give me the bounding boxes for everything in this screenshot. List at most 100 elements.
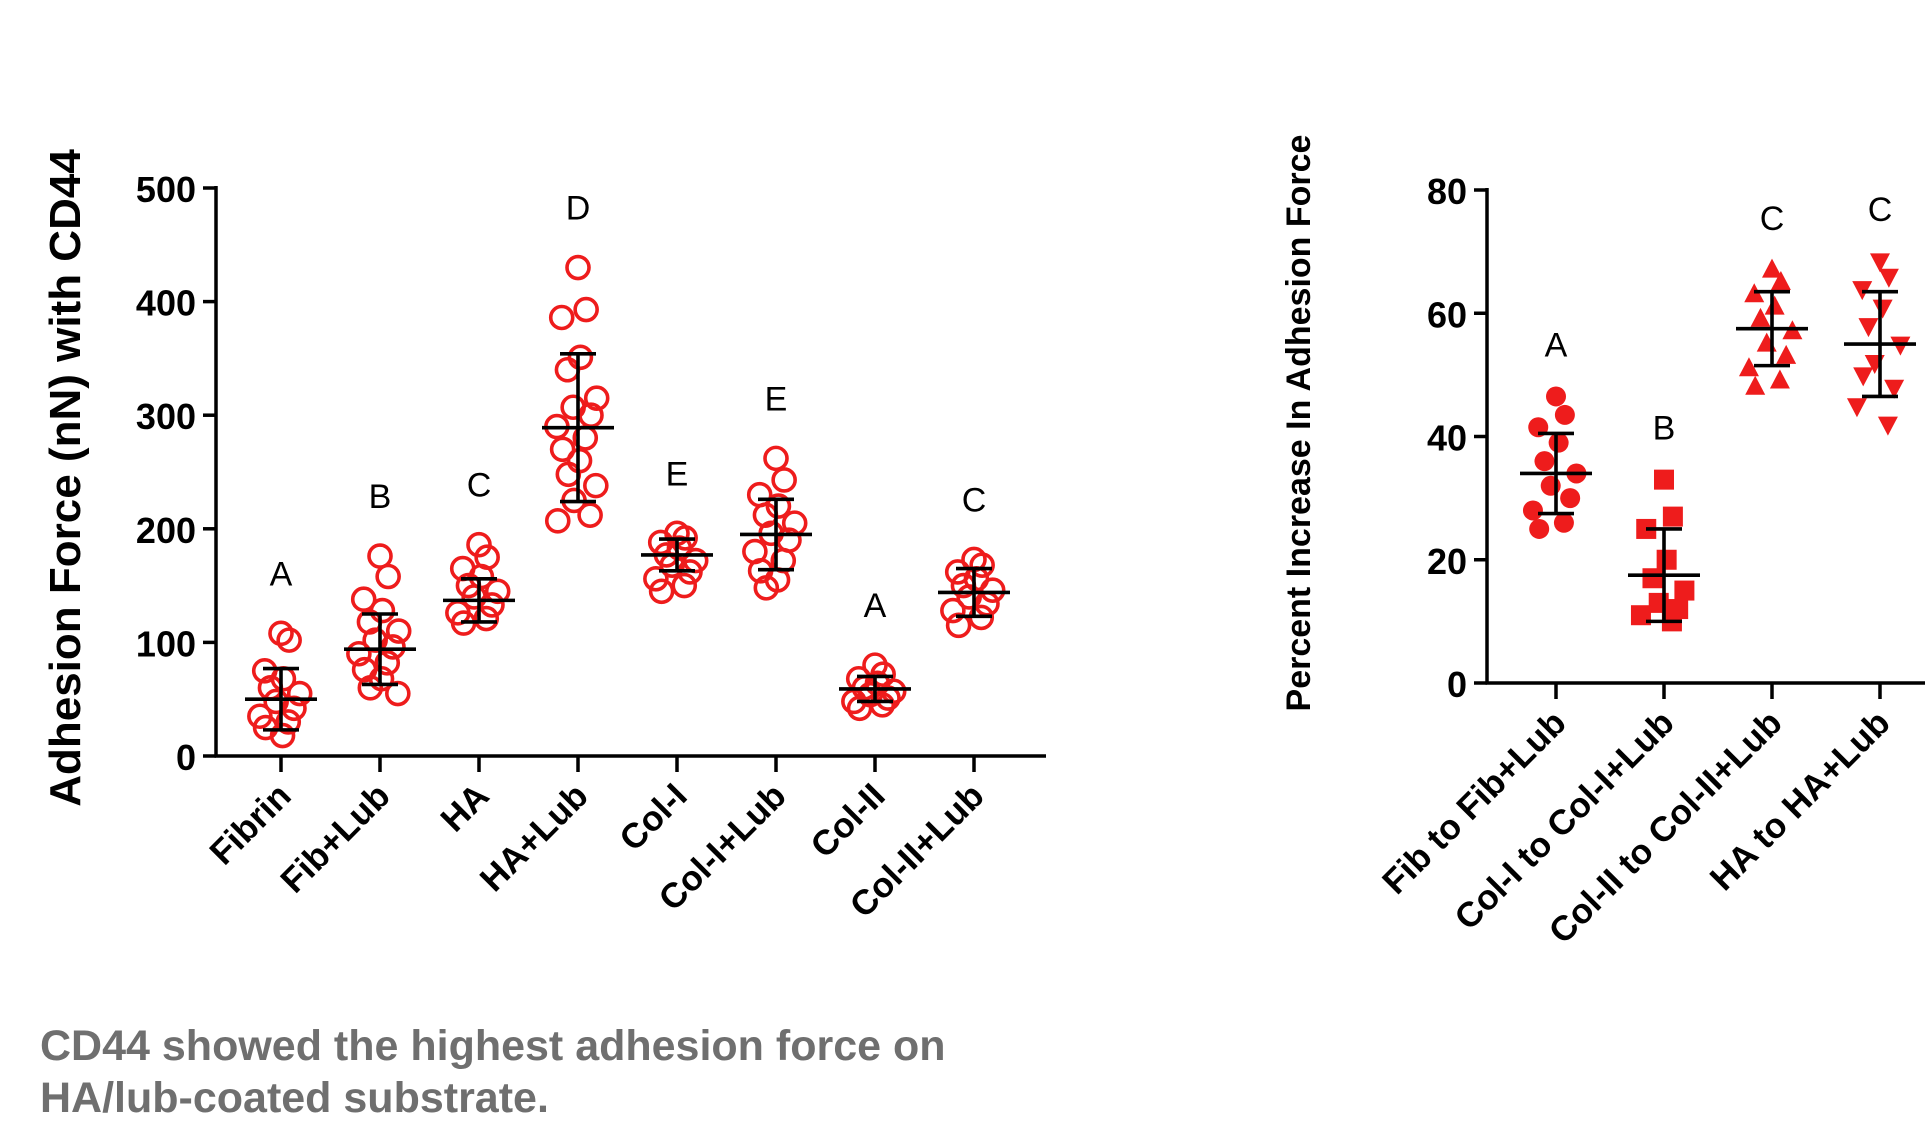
- y-tick-label: 200: [136, 510, 196, 551]
- data-point: [1750, 307, 1771, 327]
- data-point: [276, 627, 302, 653]
- x-category-label: Fibrin: [202, 776, 298, 872]
- data-point: [1522, 500, 1543, 521]
- data-point: [1534, 451, 1555, 472]
- y-tick-label: 300: [136, 396, 196, 437]
- data-point: [281, 695, 307, 722]
- significance-letter: A: [864, 587, 887, 625]
- data-point: [385, 618, 412, 644]
- data-point: [671, 572, 698, 599]
- data-point: [1745, 375, 1766, 395]
- data-point: [565, 254, 591, 281]
- significance-letter: C: [962, 481, 987, 519]
- chart-percent-increase: 0 20 40 60 80 Percent Increase In Adhesion Fo…: [1280, 135, 1925, 951]
- data-point: [1674, 580, 1695, 601]
- data-point: [573, 296, 599, 323]
- data-point: [1656, 549, 1677, 570]
- y-tick-label: 60: [1427, 294, 1467, 335]
- data-point: [484, 578, 511, 605]
- significance-letter: C: [1868, 191, 1893, 229]
- significance-letter: D: [566, 190, 591, 228]
- data-point: [1554, 404, 1575, 425]
- data-point: [375, 563, 401, 590]
- data-point: [1884, 379, 1905, 399]
- y-axis-title: Adhesion Force (nN) with CD44: [41, 149, 90, 807]
- data-point: [380, 634, 406, 660]
- data-point: [1762, 258, 1782, 278]
- data-point: [1560, 488, 1581, 509]
- y-tick-label: 0: [176, 737, 196, 778]
- data-point: [577, 502, 603, 528]
- significance-letter: B: [1653, 410, 1676, 448]
- data-point: [346, 640, 372, 667]
- data-point: [1878, 268, 1899, 288]
- data-point: [549, 436, 576, 463]
- data-point: [875, 685, 901, 711]
- data-point: [753, 575, 780, 601]
- data-point: [286, 680, 313, 707]
- data-point: [648, 578, 675, 605]
- x-category-label: Fib to Fib+Lub: [1375, 703, 1574, 902]
- data-point: [268, 620, 294, 647]
- y-tick-label: 80: [1427, 171, 1467, 212]
- data-point: [275, 709, 302, 735]
- data-point: [763, 445, 789, 472]
- data-point: [1769, 369, 1790, 389]
- data-point: [374, 650, 401, 676]
- y-axis-title: Percent Increase In Adhesion Force: [1280, 135, 1318, 712]
- x-category-label: HA+Lub: [473, 776, 596, 899]
- y-tick-label: 40: [1427, 418, 1467, 459]
- x-category-label: Fib+Lub: [273, 776, 397, 900]
- x-category-label: HA: [433, 776, 496, 839]
- figure-caption: CD44 showed the highest adhesion force o…: [40, 1022, 946, 1122]
- data-point: [1890, 336, 1911, 356]
- data-point: [466, 531, 492, 558]
- data-point: [548, 304, 575, 331]
- data-point: [583, 385, 610, 411]
- data-point: [1858, 318, 1879, 338]
- data-point: [945, 612, 972, 639]
- y-tick-label: 20: [1427, 541, 1467, 582]
- significance-letter: E: [765, 380, 788, 418]
- data-point: [1630, 605, 1651, 626]
- data-point: [1846, 398, 1867, 418]
- data-point: [1738, 357, 1759, 377]
- significance-letter: C: [1760, 200, 1785, 238]
- data-point: [1654, 469, 1674, 490]
- data-point: [1870, 253, 1890, 273]
- significance-letter: E: [666, 455, 689, 493]
- significance-letter: A: [1545, 326, 1568, 364]
- data-point: [771, 467, 797, 493]
- data-point: [1546, 386, 1566, 407]
- data-point: [567, 344, 594, 371]
- data-point: [357, 675, 384, 701]
- data-point: [1642, 568, 1663, 589]
- data-point: [643, 565, 669, 592]
- data-point: [554, 356, 581, 383]
- data-point: [1662, 506, 1683, 527]
- y-tick-label: 0: [1447, 664, 1467, 705]
- significance-letter: C: [467, 467, 492, 505]
- data-point: [1872, 299, 1893, 319]
- x-category-label: Col-I: [612, 776, 695, 859]
- data-point: [969, 552, 995, 578]
- data-point: [1776, 344, 1797, 364]
- significance-letter: B: [369, 478, 392, 516]
- y-tick-label: 500: [136, 169, 196, 210]
- data-point: [479, 592, 505, 618]
- data-point: [1877, 416, 1898, 436]
- data-point: [544, 508, 571, 534]
- y-tick-label: 100: [136, 623, 196, 664]
- data-point: [350, 586, 377, 613]
- data-point: [979, 577, 1006, 603]
- data-point: [846, 695, 873, 722]
- y-tick-label: 400: [136, 283, 196, 324]
- chart-adhesion-force: 0 100 200 300 400 500 Adhesion Force (nN) with…: [41, 149, 1046, 925]
- x-category-label: Col-II: [803, 776, 892, 865]
- data-point: [385, 680, 411, 707]
- data-point: [1529, 518, 1550, 539]
- data-point: [1548, 432, 1569, 453]
- data-point: [1770, 270, 1791, 290]
- data-point: [940, 597, 966, 624]
